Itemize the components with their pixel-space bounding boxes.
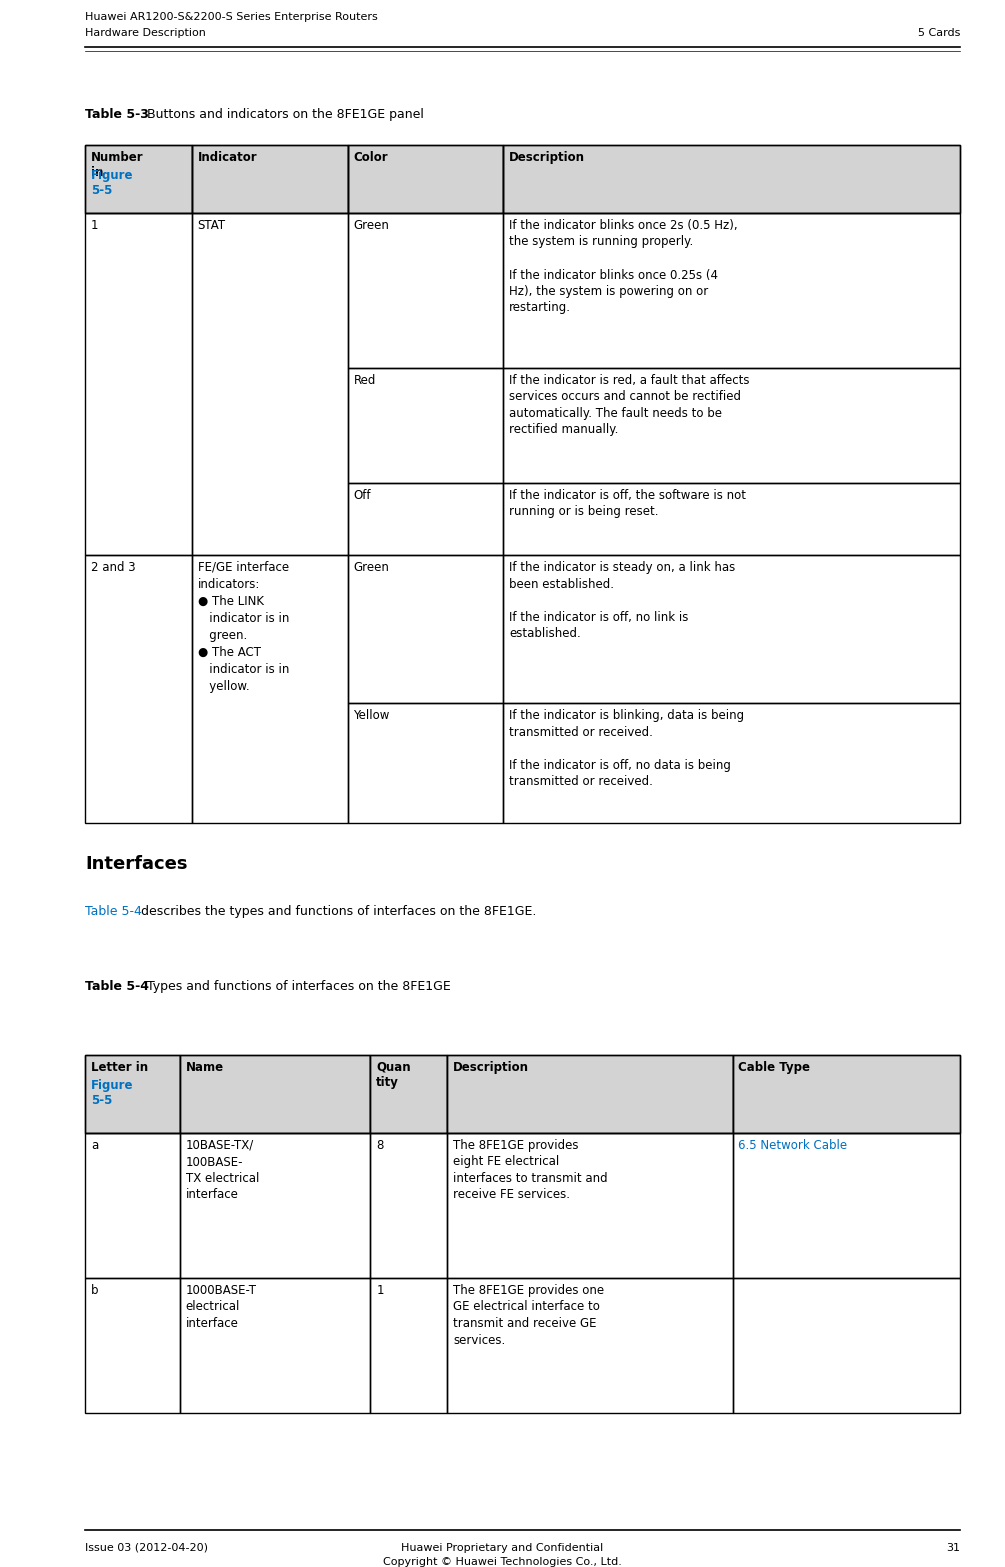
Text: Name: Name bbox=[186, 1061, 224, 1073]
Bar bbox=[733, 1055, 960, 1133]
Bar bbox=[85, 1133, 180, 1279]
Text: b: b bbox=[91, 1283, 98, 1297]
Text: If the indicator is steady on, a link has
been established.

If the indicator is: If the indicator is steady on, a link ha… bbox=[510, 561, 736, 639]
Text: The 8FE1GE provides
eight FE electrical
interfaces to transmit and
receive FE se: The 8FE1GE provides eight FE electrical … bbox=[453, 1139, 608, 1202]
Bar bbox=[447, 1133, 733, 1279]
Bar bbox=[192, 146, 348, 213]
Text: Number
in: Number in bbox=[91, 150, 144, 179]
Bar bbox=[733, 1133, 960, 1279]
Bar bbox=[180, 1055, 370, 1133]
Text: 6.5 Network Cable: 6.5 Network Cable bbox=[739, 1139, 847, 1152]
Bar bbox=[504, 555, 960, 704]
Bar bbox=[504, 146, 960, 213]
Text: Green: Green bbox=[354, 219, 389, 232]
Text: Interfaces: Interfaces bbox=[85, 856, 188, 873]
Bar bbox=[85, 146, 192, 213]
Bar bbox=[504, 483, 960, 555]
Text: Green: Green bbox=[354, 561, 389, 574]
Text: 5 Cards: 5 Cards bbox=[918, 28, 960, 38]
Text: 1: 1 bbox=[376, 1283, 384, 1297]
Bar bbox=[85, 1055, 180, 1133]
Text: FE/GE interface
indicators:
● The LINK
   indicator is in
   green.
● The ACT
  : FE/GE interface indicators: ● The LINK i… bbox=[198, 561, 289, 693]
Bar bbox=[370, 1133, 447, 1279]
Bar bbox=[370, 1055, 447, 1133]
Bar bbox=[348, 368, 504, 483]
Text: Hardware Description: Hardware Description bbox=[85, 28, 206, 38]
Text: Color: Color bbox=[354, 150, 388, 165]
Text: Table 5-3: Table 5-3 bbox=[85, 108, 149, 121]
Bar bbox=[348, 146, 504, 213]
Bar bbox=[447, 1279, 733, 1413]
Bar bbox=[85, 555, 192, 823]
Text: Huawei AR1200-S&2200-S Series Enterprise Routers: Huawei AR1200-S&2200-S Series Enterprise… bbox=[85, 13, 378, 22]
Text: Types and functions of interfaces on the 8FE1GE: Types and functions of interfaces on the… bbox=[143, 979, 451, 993]
Bar bbox=[504, 704, 960, 823]
Bar bbox=[180, 1279, 370, 1413]
Text: If the indicator is red, a fault that affects
services occurs and cannot be rect: If the indicator is red, a fault that af… bbox=[510, 375, 750, 437]
Bar bbox=[85, 1279, 180, 1413]
Text: Buttons and indicators on the 8FE1GE panel: Buttons and indicators on the 8FE1GE pan… bbox=[143, 108, 424, 121]
Text: If the indicator is off, the software is not
running or is being reset.: If the indicator is off, the software is… bbox=[510, 489, 747, 519]
Text: 1000BASE-T
electrical
interface: 1000BASE-T electrical interface bbox=[186, 1283, 256, 1330]
Text: Table 5-4: Table 5-4 bbox=[85, 906, 142, 918]
Text: Figure
5-5: Figure 5-5 bbox=[91, 1080, 134, 1106]
Bar bbox=[348, 146, 504, 213]
Text: If the indicator is blinking, data is being
transmitted or received.

If the ind: If the indicator is blinking, data is be… bbox=[510, 708, 745, 788]
Bar bbox=[733, 1279, 960, 1413]
Bar bbox=[192, 146, 348, 213]
Text: Issue 03 (2012-04-20): Issue 03 (2012-04-20) bbox=[85, 1543, 208, 1553]
Text: Yellow: Yellow bbox=[354, 708, 390, 722]
Text: Indicator: Indicator bbox=[198, 150, 257, 165]
Bar bbox=[192, 213, 348, 555]
Text: 31: 31 bbox=[946, 1543, 960, 1553]
Bar bbox=[370, 1279, 447, 1413]
Text: 10BASE-TX/
100BASE-
TX electrical
interface: 10BASE-TX/ 100BASE- TX electrical interf… bbox=[186, 1139, 259, 1202]
Bar bbox=[504, 146, 960, 213]
Bar bbox=[447, 1055, 733, 1133]
Bar bbox=[348, 555, 504, 704]
Bar bbox=[348, 704, 504, 823]
Text: Description: Description bbox=[510, 150, 585, 165]
Text: Description: Description bbox=[453, 1061, 530, 1073]
Text: describes the types and functions of interfaces on the 8FE1GE.: describes the types and functions of int… bbox=[137, 906, 537, 918]
Bar bbox=[504, 213, 960, 368]
Bar bbox=[85, 213, 192, 555]
Text: Red: Red bbox=[354, 375, 376, 387]
Text: STAT: STAT bbox=[198, 219, 226, 232]
Text: Cable Type: Cable Type bbox=[739, 1061, 810, 1073]
Bar bbox=[733, 1055, 960, 1133]
Text: 1: 1 bbox=[91, 219, 98, 232]
Bar bbox=[370, 1055, 447, 1133]
Bar bbox=[192, 555, 348, 823]
Bar bbox=[180, 1133, 370, 1279]
Text: The 8FE1GE provides one
GE electrical interface to
transmit and receive GE
servi: The 8FE1GE provides one GE electrical in… bbox=[453, 1283, 604, 1346]
Bar bbox=[85, 146, 192, 213]
Text: Quan
tity: Quan tity bbox=[376, 1061, 411, 1089]
Bar bbox=[180, 1055, 370, 1133]
Text: a: a bbox=[91, 1139, 98, 1152]
Bar bbox=[504, 368, 960, 483]
Text: 2 and 3: 2 and 3 bbox=[91, 561, 136, 574]
Text: Huawei Proprietary and Confidential
Copyright © Huawei Technologies Co., Ltd.: Huawei Proprietary and Confidential Copy… bbox=[383, 1543, 622, 1567]
Text: Figure
5-5: Figure 5-5 bbox=[91, 169, 134, 197]
Bar bbox=[85, 1055, 180, 1133]
Text: If the indicator blinks once 2s (0.5 Hz),
the system is running properly.

If th: If the indicator blinks once 2s (0.5 Hz)… bbox=[510, 219, 738, 315]
Text: Table 5-4: Table 5-4 bbox=[85, 979, 149, 993]
Bar bbox=[447, 1055, 733, 1133]
Bar bbox=[348, 213, 504, 368]
Text: Letter in: Letter in bbox=[91, 1061, 148, 1089]
Text: Off: Off bbox=[354, 489, 371, 501]
Bar bbox=[348, 483, 504, 555]
Text: 8: 8 bbox=[376, 1139, 384, 1152]
